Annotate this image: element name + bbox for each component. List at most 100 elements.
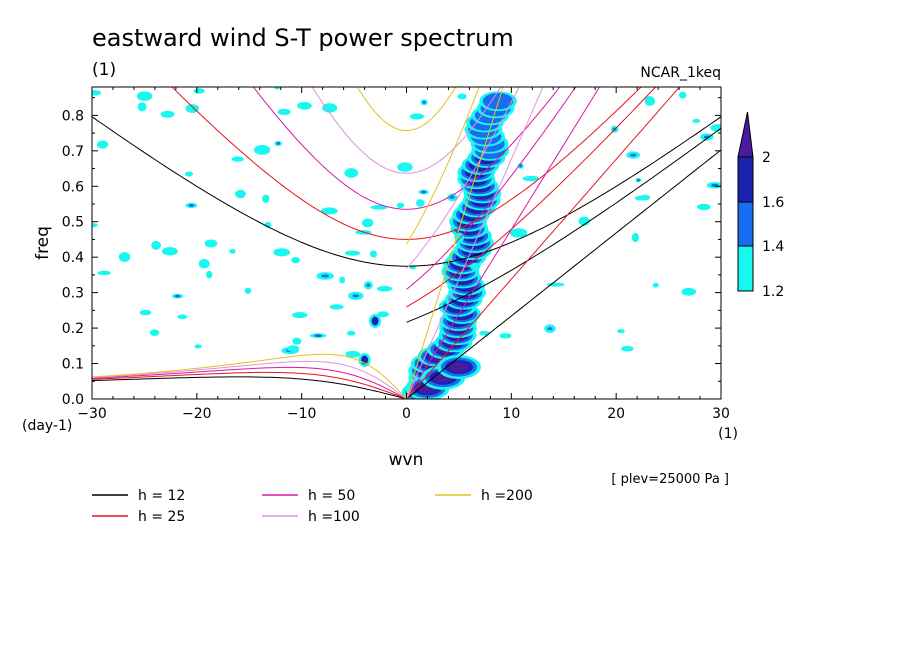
level-note: [ plev=25000 Pa ] [611,472,729,487]
x-tick-label: −30 [77,406,107,422]
legend-label-h12: h = 12 [138,488,185,504]
noise-patch [160,110,175,118]
noise-patch [273,248,291,257]
noise-patch [634,195,647,201]
isolated-patch-core [371,316,379,326]
noise-patch [139,309,152,316]
spectrum-shading [92,87,721,399]
noise-patch [370,205,388,210]
noise-patch [287,345,300,352]
noise-patch [344,168,359,178]
noise-patch [457,93,467,100]
noise-patch [229,248,236,254]
noise-patch [262,194,270,203]
noise-patch [509,228,528,238]
y-tick-label: 0.0 [62,392,84,408]
noise-patch [621,345,634,352]
noise-patch [696,203,711,211]
gravity-curve-h200 [356,87,457,132]
noise-patch-core [314,334,322,338]
x-tick-label: −10 [287,406,317,422]
colorbar-segment [737,156,754,203]
noise-patch [206,270,213,279]
noise-patch [546,282,565,287]
kelvin-curve-h50 [406,87,601,399]
noise-patch-core [276,141,280,145]
x-tick-label: 0 [402,406,411,422]
chart-subtitle: (1) [92,60,116,80]
y-axis-label: freq [33,226,53,260]
noise-patch-core [421,190,426,194]
noise-patch [376,285,393,292]
noise-patch [644,96,656,106]
kelvin-band-patch [482,93,514,110]
noise-patch [274,87,281,90]
noise-patch [617,329,625,334]
legend-label-h25: h = 25 [138,509,185,525]
noise-patch [204,239,218,248]
noise-patch [277,108,291,116]
colorbar-label: 1.2 [762,284,784,300]
noise-patch [377,311,389,318]
mrg-curve-h50 [406,87,577,290]
chart-title: eastward wind S-T power spectrum [92,24,514,52]
legend-label-h200: h =200 [481,488,533,504]
legend-label-h50: h = 50 [308,488,355,504]
noise-patch [397,162,413,172]
y-tick-label: 0.3 [62,286,84,302]
mrg-curve-h12 [406,127,721,323]
noise-patch [297,101,312,110]
x-axis-label: wvn [389,450,424,470]
noise-patch [369,250,377,258]
gravity-curve-h100 [311,87,502,174]
rossby-curve-h200 [92,353,407,399]
rossby-curve-h100 [92,360,407,399]
legend-label-h100: h =100 [308,509,360,525]
noise-patch [136,91,153,101]
noise-patch-core [637,178,640,182]
y-unit-label: (day-1) [22,418,72,434]
gravity-curve-h12 [92,116,721,267]
noise-patch [97,270,111,276]
x-tick-label: −20 [182,406,212,422]
noise-patch [346,330,356,336]
x-unit-label: (1) [718,426,738,442]
noise-patch-core [174,294,181,298]
noise-patch [396,202,405,209]
noise-patch [320,207,338,215]
y-tick-label: 0.2 [62,321,84,337]
gravity-curve-h50 [252,87,561,210]
noise-patch [499,333,512,339]
colorbar-segment [737,245,754,292]
noise-patch [329,304,344,310]
noise-patch [470,262,481,271]
noise-patch [415,199,425,207]
kelvin-curve-h25 [406,87,681,399]
y-tick-label: 0.5 [62,215,84,231]
colorbar-label: 2 [762,150,771,166]
x-tick-label: 30 [712,406,730,422]
mrg-curve-h100 [406,87,520,270]
noise-patch [344,250,361,256]
rossby-curve-h12 [92,376,407,399]
model-label: NCAR_1keq [640,65,721,81]
noise-patch [92,223,98,228]
noise-patch-core [422,100,426,104]
kelvin-curve-h12 [406,149,721,399]
colorbar-label: 1.4 [762,239,784,255]
noise-patch [692,118,701,123]
noise-patch [161,247,178,256]
plot-area [92,87,721,399]
noise-patch [231,156,244,162]
noise-patch [345,350,361,358]
noise-patch [678,91,687,99]
axis-ticks: −30 −20 −10 0 10 20 30 0.0 0.1 0.2 0.3 0.4 0.5 0.6 0.7… [62,87,730,422]
noise-patch [92,90,102,96]
noise-patch-core [321,274,330,278]
colorbar-label: 1.6 [762,195,784,211]
noise-patch-core [547,327,553,331]
y-tick-label: 0.1 [62,357,84,373]
noise-patch [151,240,161,250]
noise-patch [235,189,246,199]
noise-patch [177,314,188,320]
